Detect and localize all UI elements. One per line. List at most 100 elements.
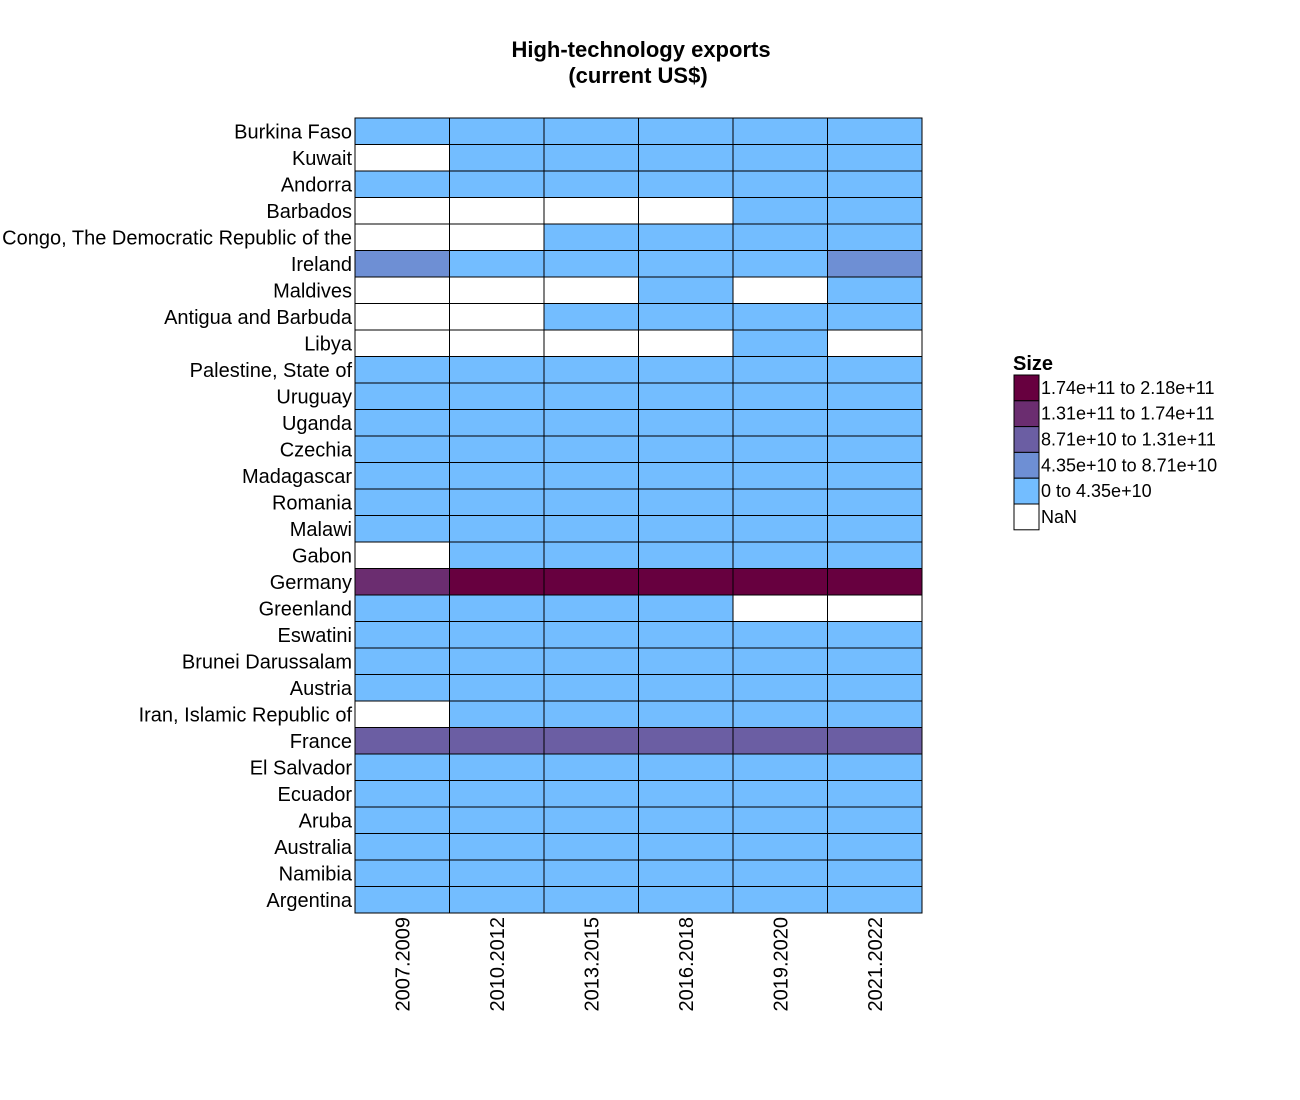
row-label-austria: Austria	[290, 678, 353, 700]
heatmap-cell-austria-2013-2015	[543, 674, 639, 702]
heatmap-cell-greenland-2021-2022	[827, 594, 923, 622]
heatmap-cell-namibia-2019-2020	[732, 859, 828, 887]
heatmap-cell-palestine-state-of-2021-2022	[827, 356, 923, 384]
heatmap-cell-ecuador-2016-2018	[638, 780, 734, 808]
column-label-2007-2009: 2007.2009	[392, 917, 414, 1012]
heatmap-cell-brunei-darussalam-2016-2018	[638, 647, 734, 675]
heatmap-cell-germany-2021-2022	[827, 568, 923, 596]
legend-swatch-8-71e-10-to-1-31e-11	[1013, 426, 1040, 453]
heatmap-cell-libya-2007-2009	[354, 329, 450, 357]
heatmap-cell-el-salvador-2013-2015	[543, 753, 639, 781]
heatmap-cell-malawi-2013-2015	[543, 515, 639, 543]
heatmap-cell-uganda-2010-2012	[449, 409, 545, 437]
heatmap-cell-el-salvador-2016-2018	[638, 753, 734, 781]
heatmap-cell-germany-2019-2020	[732, 568, 828, 596]
legend-title: Size	[1013, 353, 1053, 375]
heatmap-cell-ireland-2010-2012	[449, 250, 545, 278]
row-labels: Burkina Faso Kuwait Andorra Barbados Congo, …	[2, 121, 353, 912]
heatmap-cell-czechia-2016-2018	[638, 435, 734, 463]
heatmap-cell-libya-2013-2015	[543, 329, 639, 357]
heatmap-cell-greenland-2013-2015	[543, 594, 639, 622]
heatmap-cell-palestine-state-of-2010-2012	[449, 356, 545, 384]
heatmap-cell-barbados-2010-2012	[449, 197, 545, 225]
heatmap-cell-libya-2010-2012	[449, 329, 545, 357]
row-label-madagascar: Madagascar	[242, 466, 352, 488]
heatmap-cell-austria-2016-2018	[638, 674, 734, 702]
heatmap-cell-namibia-2013-2015	[543, 859, 639, 887]
heatmap-cell-aruba-2010-2012	[449, 806, 545, 834]
heatmap-cell-greenland-2007-2009	[354, 594, 450, 622]
heatmap-cell-eswatini-2016-2018	[638, 621, 734, 649]
heatmap-cell-burkina-faso-2007-2009	[354, 117, 450, 145]
heatmap-cell-brunei-darussalam-2010-2012	[449, 647, 545, 675]
heatmap-cell-kuwait-2010-2012	[449, 144, 545, 172]
heatmap-cell-maldives-2016-2018	[638, 276, 734, 304]
row-label-aruba: Aruba	[299, 810, 353, 832]
heatmap-cell-czechia-2007-2009	[354, 435, 450, 463]
heatmap-cell-madagascar-2010-2012	[449, 462, 545, 490]
heatmap-cell-uganda-2007-2009	[354, 409, 450, 437]
heatmap-cell-czechia-2021-2022	[827, 435, 923, 463]
heatmap-cell-germany-2010-2012	[449, 568, 545, 596]
heatmap-cell-congo-the-democratic-republic-of-the-2016-2018	[638, 223, 734, 251]
heatmap-cell-palestine-state-of-2007-2009	[354, 356, 450, 384]
heatmap-cell-austria-2007-2009	[354, 674, 450, 702]
heatmap-cell-burkina-faso-2016-2018	[638, 117, 734, 145]
row-label-ecuador: Ecuador	[278, 784, 353, 806]
heatmap-cell-ecuador-2010-2012	[449, 780, 545, 808]
legend: Size 1.74e+11 to 2.18e+11 1.31e+11 to 1.7…	[1013, 353, 1217, 531]
heatmap-cell-ireland-2019-2020	[732, 250, 828, 278]
heatmap-cell-el-salvador-2007-2009	[354, 753, 450, 781]
row-label-gabon: Gabon	[292, 545, 352, 567]
heatmap-cell-gabon-2010-2012	[449, 541, 545, 569]
heatmap-cell-palestine-state-of-2013-2015	[543, 356, 639, 384]
row-label-andorra: Andorra	[281, 174, 353, 196]
row-label-germany: Germany	[270, 572, 352, 594]
heatmap-cell-malawi-2010-2012	[449, 515, 545, 543]
heatmap-cell-palestine-state-of-2019-2020	[732, 356, 828, 384]
heatmap-cell-romania-2021-2022	[827, 488, 923, 516]
heatmap-cell-austria-2021-2022	[827, 674, 923, 702]
legend-label-4-35e-10-to-8-71e-10: 4.35e+10 to 8.71e+10	[1041, 455, 1217, 475]
heatmap-cell-france-2010-2012	[449, 727, 545, 755]
heatmap-cell-barbados-2013-2015	[543, 197, 639, 225]
heatmap-cell-kuwait-2019-2020	[732, 144, 828, 172]
row-label-iran-islamic-republic-of: Iran, Islamic Republic of	[139, 704, 353, 726]
heatmap-cell-romania-2007-2009	[354, 488, 450, 516]
heatmap-cell-uganda-2016-2018	[638, 409, 734, 437]
row-label-malawi: Malawi	[290, 519, 352, 541]
heatmap-cell-antigua-and-barbuda-2013-2015	[543, 303, 639, 331]
heatmap-cell-uganda-2013-2015	[543, 409, 639, 437]
heatmap-cell-germany-2016-2018	[638, 568, 734, 596]
heatmap-cell-maldives-2019-2020	[732, 276, 828, 304]
column-label-2016-2018: 2016.2018	[676, 917, 698, 1012]
heatmap-cell-madagascar-2007-2009	[354, 462, 450, 490]
heatmap-cell-france-2019-2020	[732, 727, 828, 755]
heatmap-cell-burkina-faso-2019-2020	[732, 117, 828, 145]
heatmap-cell-france-2016-2018	[638, 727, 734, 755]
row-label-congo-the-democratic-republic-of-the: Congo, The Democratic Republic of the	[2, 227, 352, 249]
column-label-2010-2012: 2010.2012	[487, 917, 509, 1012]
heatmap-cell-uganda-2021-2022	[827, 409, 923, 437]
row-label-greenland: Greenland	[259, 598, 352, 620]
row-label-australia: Australia	[274, 837, 353, 859]
heatmap-cell-libya-2016-2018	[638, 329, 734, 357]
row-label-czechia: Czechia	[280, 439, 353, 461]
heatmap-cell-ecuador-2019-2020	[732, 780, 828, 808]
legend-label-1-31e-11-to-1-74e-11: 1.31e+11 to 1.74e+11	[1041, 404, 1215, 424]
heatmap-cell-argentina-2013-2015	[543, 886, 639, 914]
row-label-namibia: Namibia	[279, 863, 353, 885]
heatmap-cell-madagascar-2016-2018	[638, 462, 734, 490]
heatmap-cell-andorra-2016-2018	[638, 170, 734, 198]
row-label-uruguay: Uruguay	[276, 386, 352, 408]
heatmap-cell-uruguay-2007-2009	[354, 382, 450, 410]
heatmap-cell-aruba-2021-2022	[827, 806, 923, 834]
heatmap-cell-uganda-2019-2020	[732, 409, 828, 437]
row-label-burkina-faso: Burkina Faso	[234, 121, 352, 143]
heatmap-cell-namibia-2010-2012	[449, 859, 545, 887]
heatmap-cell-uruguay-2021-2022	[827, 382, 923, 410]
heatmap-cell-maldives-2021-2022	[827, 276, 923, 304]
heatmap-cell-libya-2021-2022	[827, 329, 923, 357]
heatmap-cell-gabon-2016-2018	[638, 541, 734, 569]
heatmap-cell-andorra-2010-2012	[449, 170, 545, 198]
